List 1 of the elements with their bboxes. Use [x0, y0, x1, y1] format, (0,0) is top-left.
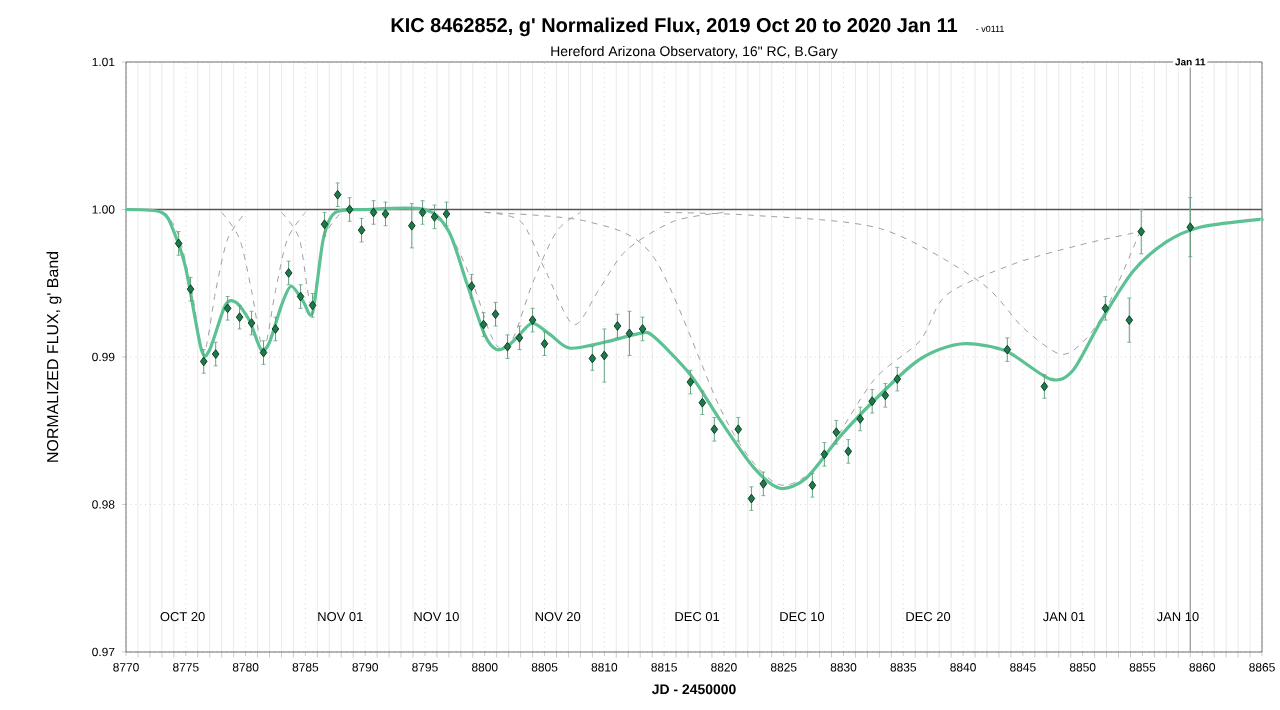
- chart-title: KIC 8462852, g' Normalized Flux, 2019 Oct 20 to 2020 Jan 11: [391, 17, 958, 37]
